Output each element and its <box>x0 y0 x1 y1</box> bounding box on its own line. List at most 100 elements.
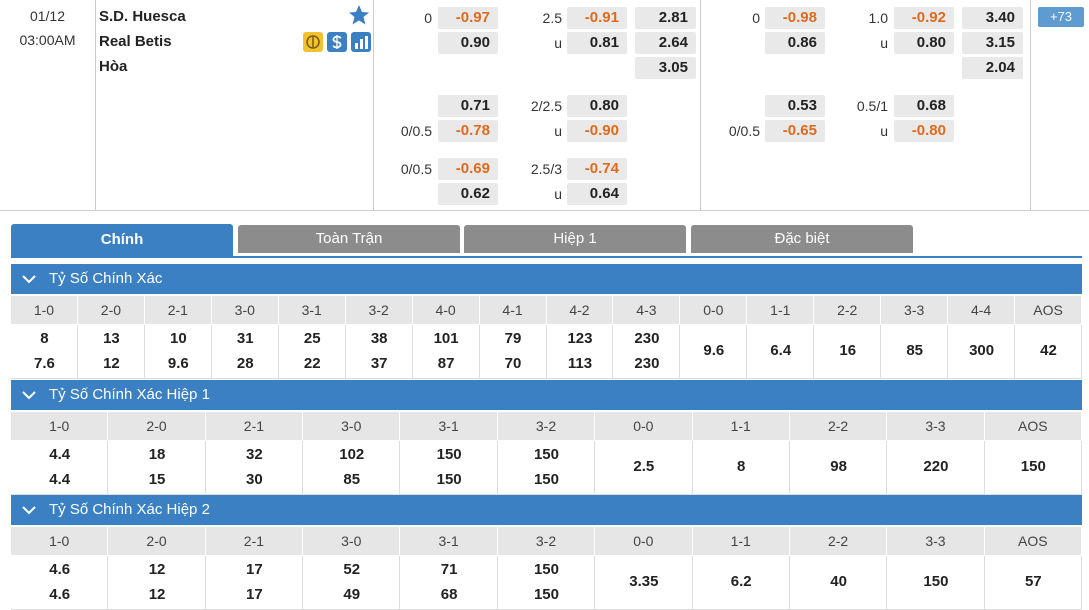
odds-value[interactable]: 37 <box>370 355 388 372</box>
odds-value[interactable]: 150 <box>533 561 559 578</box>
odds-value[interactable]: 230 <box>634 330 660 347</box>
odds-value[interactable]: 12 <box>148 586 166 603</box>
odds-value[interactable]: 6.2 <box>730 573 752 590</box>
odds-value[interactable]: 150 <box>533 586 559 603</box>
odds-value[interactable]: 4.6 <box>49 586 71 603</box>
odds-value[interactable]: 230 <box>634 355 660 372</box>
odds-value[interactable]: 3.05 <box>635 57 696 79</box>
odds-value[interactable]: 18 <box>148 446 166 463</box>
odds-value[interactable]: 57 <box>1024 573 1042 590</box>
away-team[interactable]: Real Betis <box>99 33 172 50</box>
odds-value[interactable]: 71 <box>440 561 458 578</box>
odds-value[interactable]: 13 <box>103 330 120 347</box>
odds-value[interactable]: 15 <box>148 471 166 488</box>
odds-value[interactable]: 38 <box>370 330 388 347</box>
odds-value[interactable]: 4.4 <box>49 446 71 463</box>
match-icons[interactable] <box>303 32 371 53</box>
favorite-star[interactable] <box>348 4 370 26</box>
odds-value[interactable]: 0.53 <box>765 95 825 117</box>
odds-value[interactable]: 8 <box>737 458 746 475</box>
odds-value[interactable]: -0.98 <box>765 7 825 29</box>
home-team[interactable]: S.D. Huesca <box>99 8 186 25</box>
odds-value[interactable]: 150 <box>436 471 462 488</box>
odds-value[interactable]: 16 <box>839 342 857 359</box>
odds-value[interactable]: 42 <box>1040 342 1057 359</box>
odds-value[interactable]: 2.04 <box>962 57 1023 79</box>
section-title-bar[interactable]: Tỷ Số Chính Xác Hiệp 1 <box>11 380 1082 410</box>
odds-value[interactable]: 79 <box>504 330 522 347</box>
odds-value[interactable]: 150 <box>1020 458 1046 475</box>
odds-value[interactable]: 10 <box>170 330 187 347</box>
odds-value[interactable]: 3.35 <box>629 573 659 590</box>
odds-value[interactable]: 150 <box>533 471 559 488</box>
section-title-bar[interactable]: Tỷ Số Chính Xác Hiệp 2 <box>11 495 1082 525</box>
odds-value[interactable]: 8 <box>40 330 49 347</box>
odds-value[interactable]: 2.81 <box>635 7 696 29</box>
odds-value[interactable]: -0.74 <box>567 158 627 180</box>
odds-value[interactable]: 85 <box>906 342 923 359</box>
odds-value[interactable]: 17 <box>246 561 263 578</box>
odds-value[interactable]: -0.90 <box>567 120 627 142</box>
odds-value[interactable]: 150 <box>436 446 462 463</box>
odds-value[interactable]: 85 <box>343 471 361 488</box>
odds-value[interactable]: 3.15 <box>962 32 1023 54</box>
odds-value[interactable]: 28 <box>236 355 254 372</box>
odds-value[interactable]: -0.69 <box>438 158 498 180</box>
odds-value[interactable]: 0.71 <box>438 95 498 117</box>
odds-value[interactable]: 17 <box>246 586 263 603</box>
odds-value[interactable]: 4.6 <box>49 561 71 578</box>
more-bets-badge[interactable]: +73 <box>1038 7 1084 27</box>
odds-value[interactable]: 40 <box>830 573 847 590</box>
odds-value[interactable]: 6.4 <box>770 342 792 359</box>
odds-value[interactable]: -0.80 <box>894 120 954 142</box>
tab[interactable]: Chính <box>11 224 233 258</box>
odds-value[interactable]: 0.81 <box>567 32 627 54</box>
tab[interactable]: Đặc biệt <box>691 225 913 253</box>
odds-value[interactable]: 0.64 <box>567 183 627 205</box>
collapse-arrow[interactable] <box>22 505 36 515</box>
odds-value[interactable]: 0.68 <box>894 95 954 117</box>
odds-value[interactable]: -0.97 <box>438 7 498 29</box>
odds-value[interactable]: 87 <box>437 355 455 372</box>
odds-value[interactable]: 12 <box>103 355 120 372</box>
odds-value[interactable]: 220 <box>923 458 949 475</box>
collapse-arrow[interactable] <box>22 274 36 284</box>
odds-value[interactable]: 98 <box>830 458 847 475</box>
odds-value[interactable]: 4.4 <box>49 471 71 488</box>
odds-value[interactable]: -0.92 <box>894 7 954 29</box>
odds-value[interactable]: 150 <box>923 573 949 590</box>
odds-value[interactable]: 2.64 <box>635 32 696 54</box>
odds-value[interactable]: 0.86 <box>765 32 825 54</box>
odds-value[interactable]: 2.5 <box>633 458 655 475</box>
odds-value[interactable]: 32 <box>246 446 263 463</box>
odds-value[interactable]: 9.6 <box>703 342 725 359</box>
odds-value[interactable]: 150 <box>533 446 559 463</box>
odds-value[interactable]: 7.6 <box>34 355 55 372</box>
odds-value[interactable]: 25 <box>303 330 321 347</box>
odds-value[interactable]: -0.65 <box>765 120 825 142</box>
odds-value[interactable]: 52 <box>343 561 361 578</box>
tab[interactable]: Toàn Trận <box>238 225 460 253</box>
odds-value[interactable]: 0.62 <box>438 183 498 205</box>
odds-value[interactable]: 22 <box>303 355 321 372</box>
odds-value[interactable]: 101 <box>433 330 459 347</box>
odds-value[interactable]: 113 <box>567 355 593 372</box>
odds-value[interactable]: 30 <box>246 471 263 488</box>
odds-value[interactable]: 102 <box>339 446 365 463</box>
odds-value[interactable]: 0.80 <box>894 32 954 54</box>
odds-value[interactable]: 12 <box>148 561 166 578</box>
odds-value[interactable]: -0.78 <box>438 120 498 142</box>
odds-value[interactable]: 9.6 <box>167 355 189 372</box>
tab[interactable]: Hiệp 1 <box>464 225 686 253</box>
odds-value[interactable]: 49 <box>343 586 361 603</box>
odds-value[interactable]: 68 <box>440 586 458 603</box>
odds-value[interactable]: 0.90 <box>438 32 498 54</box>
odds-value[interactable]: -0.91 <box>567 7 627 29</box>
odds-value[interactable]: 0.80 <box>567 95 627 117</box>
odds-value[interactable]: 70 <box>504 355 522 372</box>
odds-value[interactable]: 123 <box>567 330 593 347</box>
odds-value[interactable]: 31 <box>236 330 254 347</box>
odds-value[interactable]: 300 <box>969 342 995 359</box>
collapse-arrow[interactable] <box>22 390 36 400</box>
section-title-bar[interactable]: Tỷ Số Chính Xác <box>11 264 1082 294</box>
